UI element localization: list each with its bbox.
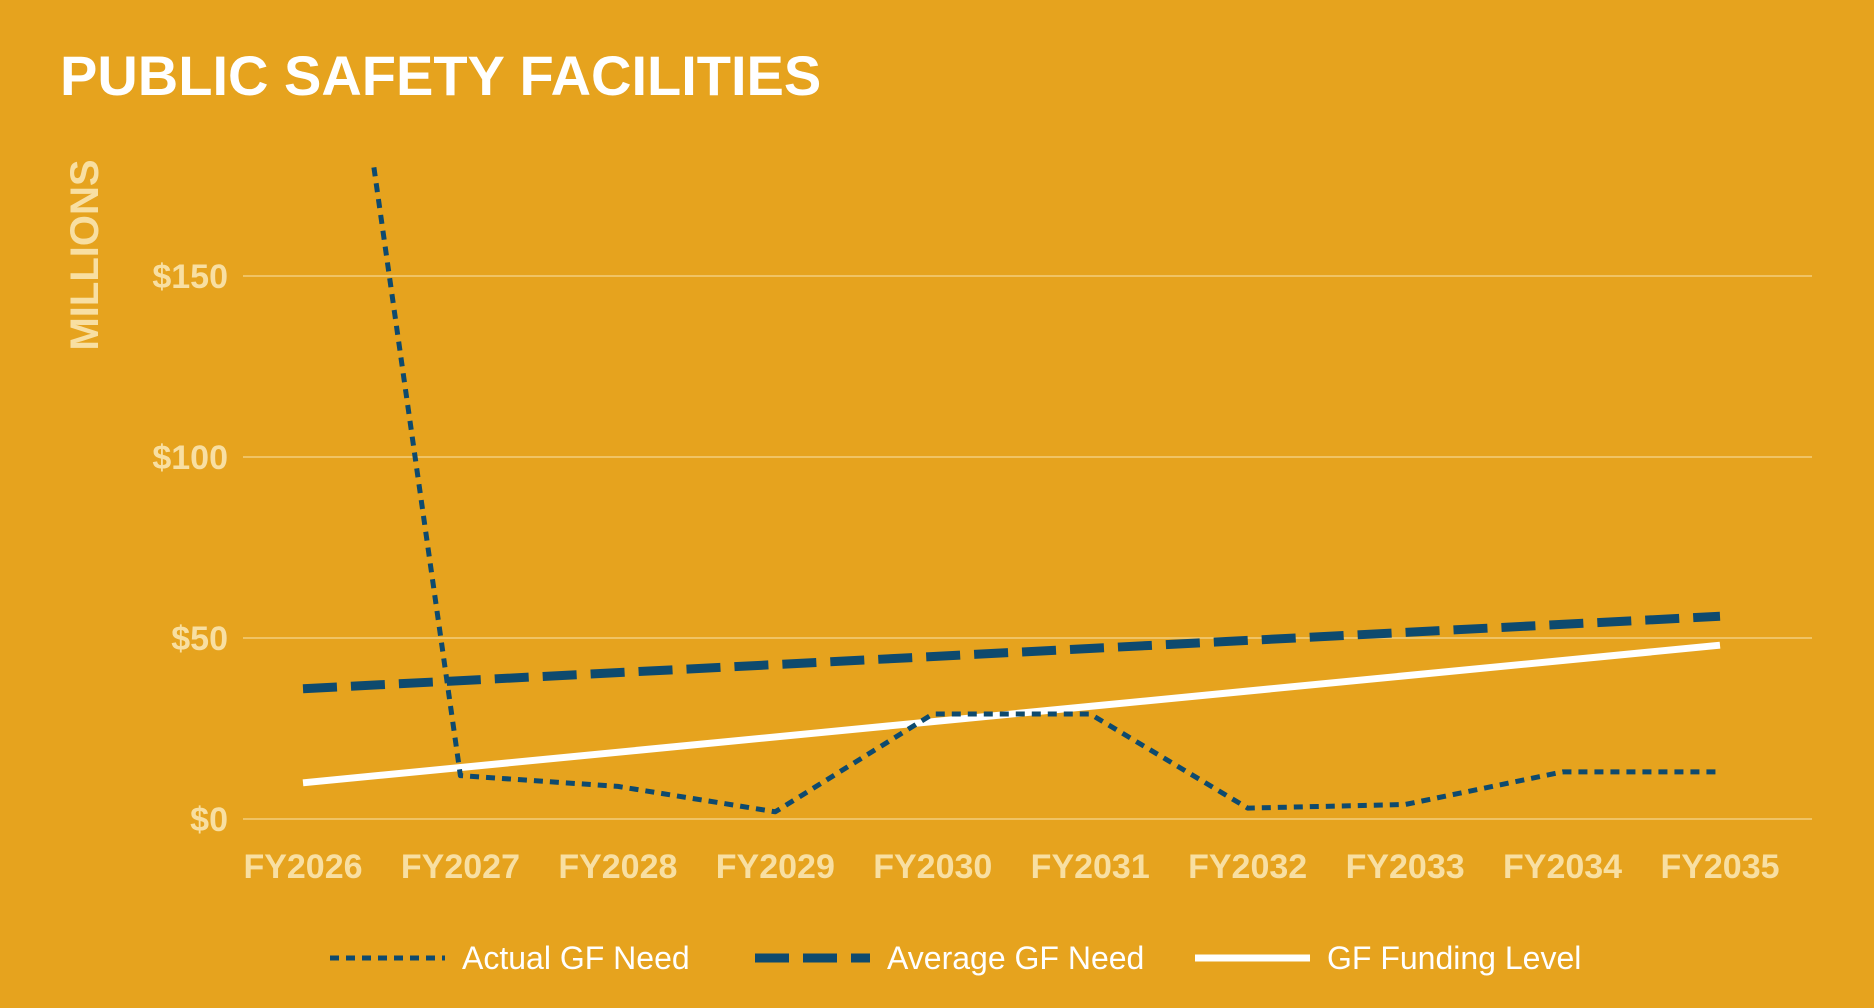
x-tick-label: FY2026 bbox=[243, 848, 362, 886]
y-tick-label: $150 bbox=[152, 258, 228, 296]
gridlines bbox=[243, 275, 1812, 820]
series-average-gf-need bbox=[302, 611, 1721, 694]
x-tick-label: FY2031 bbox=[1031, 848, 1150, 886]
legend: Actual GF Need Average GF Need GF Funding … bbox=[330, 940, 1581, 976]
chart-title: PUBLIC SAFETY FACILITIES bbox=[60, 44, 821, 107]
x-tick-label: FY2030 bbox=[873, 848, 992, 886]
series-lines bbox=[302, 167, 1721, 815]
x-tick-label: FY2034 bbox=[1503, 848, 1622, 886]
x-tick-label: FY2029 bbox=[716, 848, 835, 886]
x-tick-labels: FY2026 FY2027 FY2028 FY2029 FY2030 FY2031 FY20… bbox=[243, 848, 1779, 886]
x-tick-label: FY2035 bbox=[1660, 848, 1779, 886]
legend-label-average-gf-need: Average GF Need bbox=[887, 940, 1144, 976]
legend-label-actual-gf-need: Actual GF Need bbox=[462, 940, 690, 976]
y-tick-label: $50 bbox=[171, 620, 228, 658]
legend-label-gf-funding-level: GF Funding Level bbox=[1327, 940, 1581, 976]
y-tick-labels: $0 $50 $100 $150 bbox=[152, 258, 228, 839]
x-tick-label: FY2028 bbox=[558, 848, 677, 886]
x-tick-label: FY2033 bbox=[1346, 848, 1465, 886]
y-tick-label: $0 bbox=[190, 801, 228, 839]
x-tick-label: FY2032 bbox=[1188, 848, 1307, 886]
y-axis-label: MILLIONS bbox=[63, 159, 107, 350]
series-gf-funding-level bbox=[302, 641, 1721, 787]
x-tick-label: FY2027 bbox=[401, 848, 520, 886]
series-actual-gf-need bbox=[371, 167, 1720, 815]
y-tick-label: $100 bbox=[152, 439, 228, 477]
